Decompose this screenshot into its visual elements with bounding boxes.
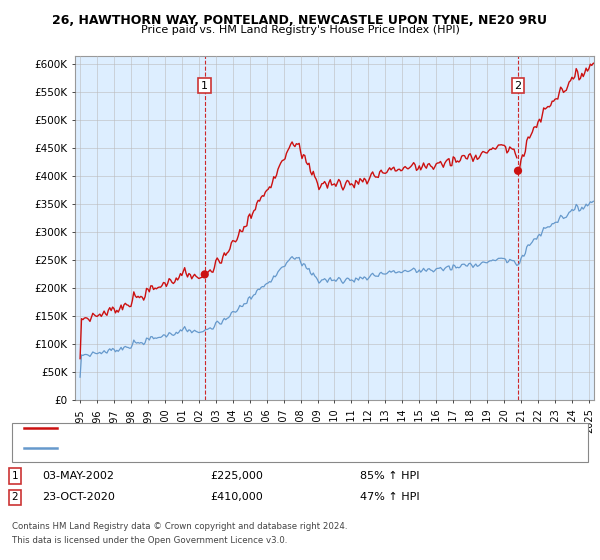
Text: HPI: Average price, detached house, Northumberland: HPI: Average price, detached house, Nort… xyxy=(60,444,314,452)
Text: 85% ↑ HPI: 85% ↑ HPI xyxy=(360,471,419,481)
Text: 47% ↑ HPI: 47% ↑ HPI xyxy=(360,492,419,502)
Text: Contains HM Land Registry data © Crown copyright and database right 2024.: Contains HM Land Registry data © Crown c… xyxy=(12,522,347,531)
Text: This data is licensed under the Open Government Licence v3.0.: This data is licensed under the Open Gov… xyxy=(12,536,287,545)
Text: £410,000: £410,000 xyxy=(210,492,263,502)
Text: £225,000: £225,000 xyxy=(210,471,263,481)
Point xyxy=(513,166,523,175)
Text: 2: 2 xyxy=(514,81,521,91)
Text: Price paid vs. HM Land Registry's House Price Index (HPI): Price paid vs. HM Land Registry's House … xyxy=(140,25,460,35)
Text: 1: 1 xyxy=(11,471,19,481)
Text: 26, HAWTHORN WAY, PONTELAND, NEWCASTLE UPON TYNE, NE20 9RU: 26, HAWTHORN WAY, PONTELAND, NEWCASTLE U… xyxy=(53,14,548,27)
Text: 1: 1 xyxy=(201,81,208,91)
Text: 26, HAWTHORN WAY, PONTELAND, NEWCASTLE UPON TYNE, NE20 9RU (detached house: 26, HAWTHORN WAY, PONTELAND, NEWCASTLE U… xyxy=(60,424,480,433)
Point xyxy=(200,270,209,279)
Text: 23-OCT-2020: 23-OCT-2020 xyxy=(42,492,115,502)
Text: 03-MAY-2002: 03-MAY-2002 xyxy=(42,471,114,481)
Text: 2: 2 xyxy=(11,492,19,502)
